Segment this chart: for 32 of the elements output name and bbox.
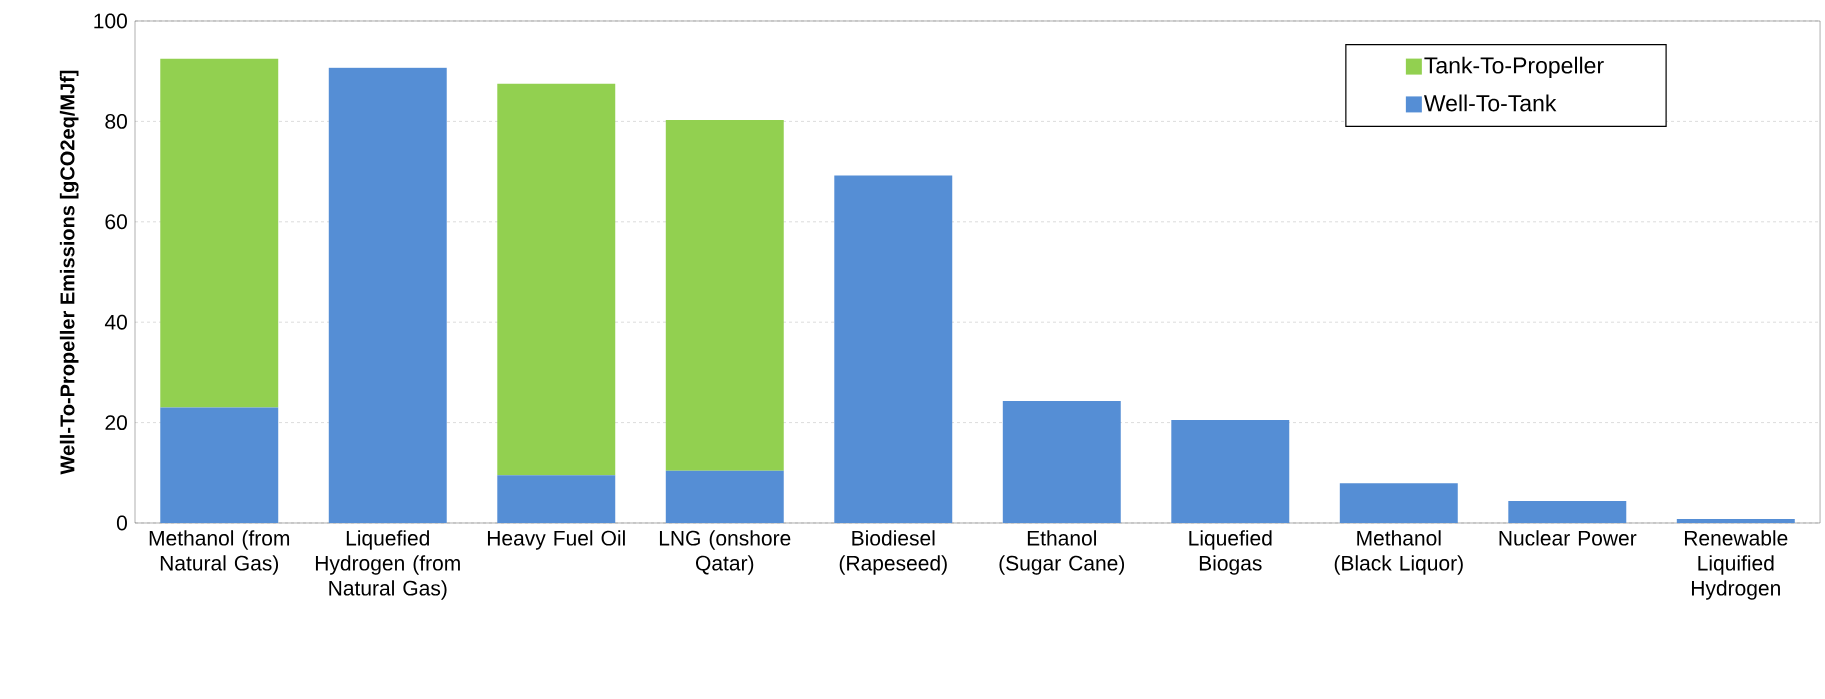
x-tick-label: Biodiesel (Rapeseed)	[839, 530, 947, 575]
x-tick-label: Liquefied Hydrogen (from Natural Gas)	[315, 530, 460, 600]
bar	[497, 83, 616, 476]
y-axis-title: Well-To-Propeller Emissions [gCO2eq/MJf]	[59, 70, 79, 475]
x-tick-label: Renewable Liquified Hydrogen	[1684, 530, 1788, 600]
bar	[1508, 500, 1627, 523]
bar	[665, 470, 784, 523]
x-tick-label: Heavy Fuel Oil	[487, 530, 625, 550]
y-tick-label: 100	[94, 13, 127, 29]
bar	[1171, 420, 1290, 523]
bar	[665, 119, 784, 471]
x-tick-label: Methanol (Black Liquor)	[1334, 530, 1463, 575]
x-tick-label: Ethanol (Sugar Cane)	[999, 530, 1125, 575]
bar	[497, 475, 616, 523]
bar	[328, 67, 447, 523]
legend-label: Tank-To-Propeller	[1424, 56, 1604, 79]
y-tick-label: 40	[104, 314, 127, 330]
bar	[160, 58, 279, 408]
x-tick-label: Liquefied Biogas	[1189, 530, 1272, 575]
x-tick-label: Nuclear Power	[1499, 530, 1637, 546]
legend-label: Well-To-Tank	[1423, 94, 1557, 112]
x-tick-label: LNG (onshore Qatar)	[659, 530, 791, 575]
y-tick-label: 0	[116, 515, 127, 531]
bar	[160, 407, 279, 523]
y-tick-label: 60	[105, 214, 127, 230]
y-tick-label: 20	[105, 415, 127, 431]
x-tick-label: Methanol (from Natural Gas)	[149, 530, 290, 575]
bar	[1339, 483, 1458, 523]
bar	[1002, 401, 1121, 523]
bar	[834, 175, 953, 523]
bar	[1676, 518, 1795, 523]
y-tick-label: 80	[105, 113, 127, 129]
